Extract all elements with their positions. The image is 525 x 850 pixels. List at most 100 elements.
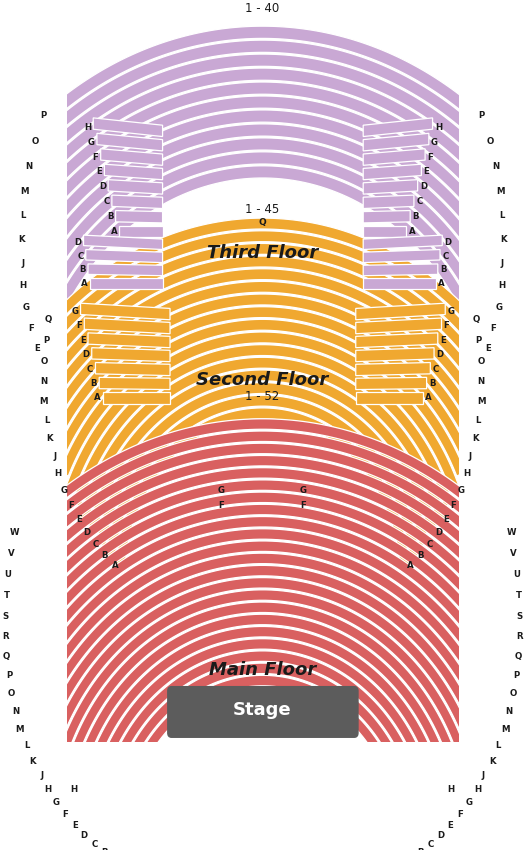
Text: B: B — [417, 848, 423, 850]
Polygon shape — [116, 408, 410, 566]
Text: Second Floor: Second Floor — [196, 371, 329, 388]
Polygon shape — [47, 269, 478, 405]
Polygon shape — [97, 133, 163, 151]
Text: 1 - 52: 1 - 52 — [245, 390, 280, 404]
Text: J: J — [54, 452, 57, 462]
Text: J: J — [22, 258, 25, 268]
Polygon shape — [85, 638, 440, 836]
Polygon shape — [363, 196, 414, 208]
Polygon shape — [96, 362, 170, 376]
Text: K: K — [501, 235, 507, 244]
Text: B: B — [413, 212, 419, 221]
Polygon shape — [112, 196, 163, 208]
Polygon shape — [28, 553, 497, 747]
Text: C: C — [426, 541, 433, 549]
Polygon shape — [119, 226, 163, 237]
Text: G: G — [495, 303, 502, 312]
Polygon shape — [108, 179, 163, 194]
Polygon shape — [363, 179, 418, 194]
Polygon shape — [116, 211, 163, 223]
Text: H: H — [474, 785, 481, 794]
Text: N: N — [26, 162, 33, 171]
Text: M: M — [477, 397, 486, 405]
Text: E: E — [76, 515, 82, 524]
Text: C: C — [442, 252, 448, 261]
Text: D: D — [435, 528, 442, 537]
Text: E: E — [440, 336, 446, 345]
Polygon shape — [23, 96, 502, 243]
Polygon shape — [14, 431, 511, 558]
Text: B: B — [440, 265, 447, 275]
Text: S: S — [3, 612, 9, 620]
Polygon shape — [93, 118, 163, 137]
Text: E: E — [35, 344, 40, 354]
Text: G: G — [300, 485, 307, 495]
Text: F: F — [93, 152, 98, 162]
Text: G: G — [52, 798, 59, 808]
Text: G: G — [431, 138, 438, 147]
Polygon shape — [363, 133, 429, 151]
Text: A: A — [110, 227, 117, 236]
Text: T: T — [4, 592, 9, 600]
Polygon shape — [106, 663, 419, 850]
Polygon shape — [83, 235, 163, 250]
Polygon shape — [356, 362, 430, 376]
Text: W: W — [9, 528, 19, 537]
Text: D: D — [437, 831, 445, 841]
Text: 1 - 40: 1 - 40 — [245, 3, 280, 15]
Polygon shape — [363, 264, 438, 275]
Polygon shape — [76, 626, 449, 826]
Polygon shape — [41, 578, 484, 777]
Polygon shape — [356, 333, 438, 348]
Text: D: D — [74, 238, 81, 246]
Text: L: L — [475, 416, 480, 425]
Text: D: D — [99, 183, 106, 191]
Text: P: P — [40, 111, 47, 121]
Text: B: B — [417, 552, 423, 560]
Polygon shape — [72, 344, 453, 507]
Polygon shape — [66, 332, 459, 492]
Text: G: G — [23, 303, 30, 312]
Text: F: F — [457, 810, 463, 819]
Text: G: G — [457, 485, 465, 495]
Text: E: E — [447, 821, 453, 830]
Polygon shape — [88, 264, 163, 275]
Text: P: P — [6, 671, 12, 680]
Polygon shape — [27, 138, 498, 310]
Polygon shape — [17, 529, 508, 714]
Text: L: L — [45, 416, 50, 425]
Text: J: J — [40, 772, 43, 780]
Text: L: L — [495, 741, 501, 750]
Text: G: G — [60, 485, 68, 495]
Text: M: M — [16, 724, 24, 734]
Polygon shape — [88, 333, 170, 348]
Polygon shape — [8, 492, 517, 659]
Text: Q: Q — [45, 314, 53, 324]
Text: H: H — [84, 122, 91, 132]
Text: D: D — [80, 831, 88, 841]
Text: B: B — [90, 379, 97, 388]
Polygon shape — [79, 357, 446, 521]
Text: R: R — [2, 632, 9, 641]
Text: H: H — [44, 785, 51, 794]
Polygon shape — [51, 294, 474, 442]
Text: Q: Q — [3, 652, 10, 660]
Text: A: A — [81, 279, 88, 288]
Polygon shape — [356, 318, 442, 334]
Text: F: F — [62, 810, 68, 819]
Polygon shape — [27, 68, 498, 196]
Text: K: K — [489, 756, 496, 766]
Text: F: F — [301, 501, 307, 510]
Text: N: N — [40, 377, 47, 386]
Polygon shape — [103, 392, 170, 404]
Polygon shape — [356, 348, 434, 361]
Polygon shape — [363, 278, 436, 289]
Text: M: M — [20, 186, 28, 196]
Text: H: H — [55, 469, 62, 479]
Text: Main Floor: Main Floor — [209, 661, 316, 679]
Text: 1 - 45: 1 - 45 — [245, 203, 280, 216]
Polygon shape — [55, 307, 470, 459]
Polygon shape — [32, 152, 493, 332]
Text: E: E — [72, 821, 78, 830]
Text: F: F — [218, 501, 224, 510]
